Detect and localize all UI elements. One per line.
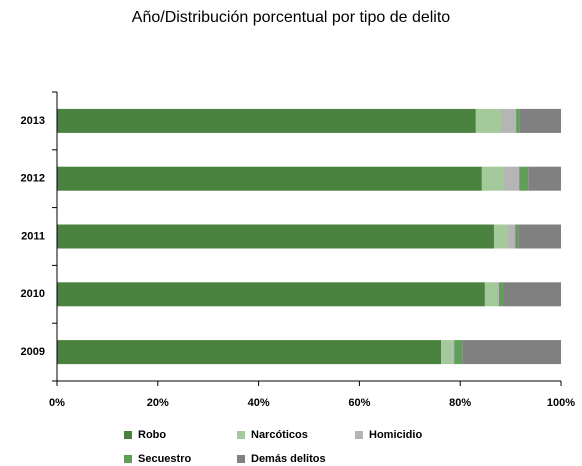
bar-segment bbox=[518, 224, 561, 249]
x-tick-label: 20% bbox=[147, 397, 169, 409]
bar-segment bbox=[519, 108, 561, 133]
bar-segment bbox=[528, 166, 561, 191]
bar-segment bbox=[507, 224, 516, 249]
bar-segment bbox=[462, 340, 561, 365]
y-tick-label: 2012 bbox=[21, 173, 45, 185]
y-tick-label: 2009 bbox=[21, 346, 45, 358]
legend-swatch bbox=[237, 431, 245, 439]
legend-label: Narcóticos bbox=[251, 429, 308, 441]
bar-segment bbox=[57, 224, 494, 249]
bar-segment bbox=[493, 224, 508, 249]
legend-label: Homicidio bbox=[369, 429, 422, 441]
x-tick-label: 100% bbox=[547, 397, 575, 409]
bar-segment bbox=[503, 166, 520, 191]
x-tick-label: 0% bbox=[49, 397, 65, 409]
bar-segment bbox=[57, 108, 476, 133]
bar-segment bbox=[496, 282, 500, 307]
bar-segment bbox=[484, 282, 497, 307]
bar-segment bbox=[454, 340, 463, 365]
chart-title: Año/Distribución porcentual por tipo de … bbox=[132, 9, 451, 26]
legend-swatch bbox=[355, 431, 363, 439]
y-tick-label: 2013 bbox=[21, 115, 45, 127]
x-tick-label: 80% bbox=[449, 397, 471, 409]
bar-segment bbox=[452, 340, 455, 365]
bar-segment bbox=[501, 108, 517, 133]
bar-segment bbox=[57, 340, 442, 365]
x-tick-label: 60% bbox=[348, 397, 370, 409]
bar-segment bbox=[519, 166, 529, 191]
y-tick-label: 2011 bbox=[21, 230, 45, 242]
bar-segment bbox=[515, 224, 519, 249]
bar-segment bbox=[475, 108, 502, 133]
legend-label: Secuestro bbox=[138, 453, 191, 465]
bar-segment bbox=[516, 108, 520, 133]
bar-segment bbox=[57, 282, 485, 307]
legend-swatch bbox=[124, 455, 132, 463]
bar-segment bbox=[499, 282, 504, 307]
bar-segment bbox=[481, 166, 504, 191]
bar-segment bbox=[57, 166, 482, 191]
legend-swatch bbox=[124, 431, 132, 439]
legend-label: Demás delitos bbox=[251, 453, 326, 465]
legend-label: Robo bbox=[138, 429, 166, 441]
bar-segment bbox=[441, 340, 453, 365]
y-tick-label: 2010 bbox=[21, 288, 45, 300]
legend-swatch bbox=[237, 455, 245, 463]
x-tick-label: 40% bbox=[248, 397, 270, 409]
bar-segment bbox=[503, 282, 561, 307]
